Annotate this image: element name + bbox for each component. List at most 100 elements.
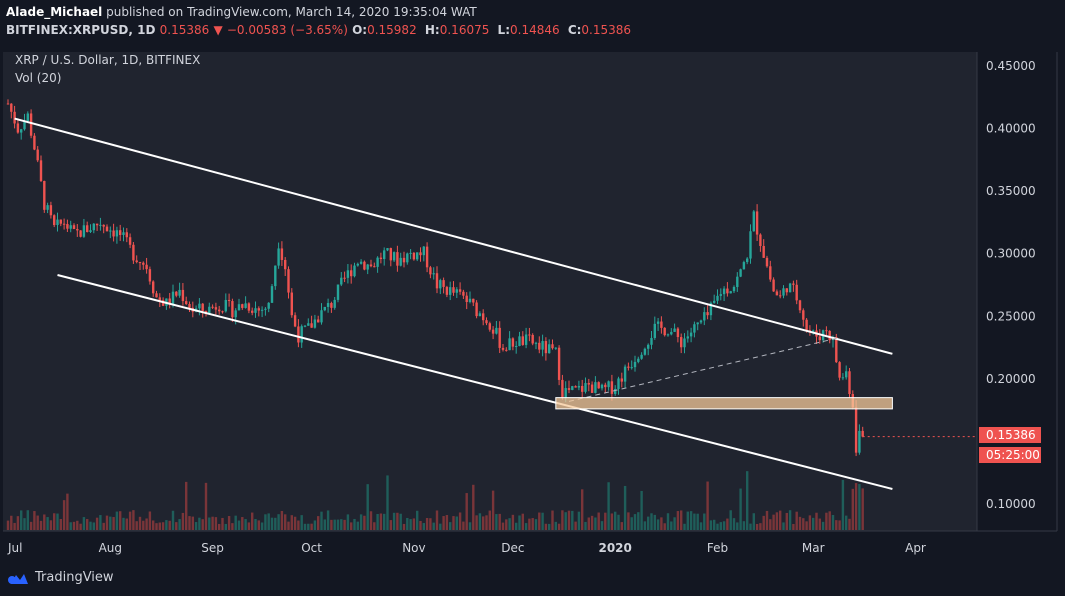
volume-bar — [571, 510, 574, 530]
volume-bar — [409, 519, 412, 530]
volume-bar — [614, 511, 617, 530]
tradingview-logo[interactable]: TradingView — [7, 570, 114, 585]
candle-body — [749, 231, 752, 259]
volume-bar — [650, 513, 653, 530]
candle-body — [848, 371, 851, 395]
candle-body — [779, 295, 782, 297]
volume-legend[interactable]: Vol (20) — [15, 71, 62, 85]
volume-bar — [62, 500, 66, 530]
last-price-value: 0.15386 — [986, 428, 1036, 442]
volume-bar — [33, 511, 36, 530]
volume-bar — [237, 520, 241, 530]
publish-line: Alade_Michael published on TradingView.c… — [6, 5, 477, 19]
volume-bar — [379, 513, 383, 530]
plot-area[interactable] — [3, 52, 977, 531]
volume-bar — [818, 518, 821, 530]
candle-body — [755, 211, 759, 235]
footer — [0, 562, 1065, 596]
volume-bar — [353, 518, 356, 530]
volume-bar — [148, 511, 152, 530]
volume-bar — [521, 513, 524, 530]
volume-bar — [449, 522, 452, 530]
candle-body — [505, 349, 508, 351]
volume-bar — [307, 523, 310, 530]
volume-bar — [676, 511, 680, 530]
volume-bar — [145, 518, 148, 530]
candle-body — [465, 295, 468, 302]
volume-bar — [742, 521, 746, 530]
candle-body — [330, 303, 333, 308]
price-tick-label: 0.10000 — [986, 497, 1036, 511]
symbol[interactable]: BITFINEX:XRPUSD, 1D — [6, 23, 156, 37]
volume-bar — [386, 475, 389, 530]
candle-body — [264, 308, 267, 310]
volume-bar — [330, 519, 333, 530]
volume-bar — [610, 513, 614, 530]
time-axis[interactable]: Jul Aug Sep Oct Nov Dec 2020 Feb Mar Apr — [7, 541, 926, 555]
candle-body — [185, 301, 188, 305]
candle-body — [122, 232, 125, 235]
volume-bar — [389, 520, 392, 530]
volume-bar — [805, 521, 808, 530]
candle-body — [554, 347, 557, 349]
candle-body — [765, 257, 769, 267]
volume-bar — [465, 493, 468, 530]
candle-body — [62, 223, 66, 225]
volume-bar — [181, 512, 185, 530]
volume-bar — [792, 523, 795, 530]
volume-bar — [749, 523, 752, 530]
candle-body — [643, 348, 647, 355]
volume-bar — [247, 522, 251, 530]
volume-bar — [86, 519, 89, 530]
candle-body — [452, 287, 455, 293]
candle-body — [713, 300, 716, 303]
author-name[interactable]: Alade_Michael — [6, 5, 103, 19]
candle-body — [313, 319, 317, 328]
volume-bar — [722, 521, 726, 530]
time-tick-label: Aug — [99, 541, 122, 555]
candle-body — [680, 337, 683, 348]
volume-bar — [425, 517, 429, 530]
volume-bar — [26, 510, 29, 530]
volume-bar — [399, 513, 402, 530]
candle-body — [132, 244, 135, 261]
candle-body — [376, 257, 379, 267]
candle-body — [439, 280, 442, 289]
volume-bar — [564, 512, 567, 530]
volume-bar — [798, 516, 802, 530]
candle-body — [119, 230, 122, 235]
candle-body — [26, 113, 29, 122]
series-legend[interactable]: XRP / U.S. Dollar, 1D, BITFINEX — [15, 53, 201, 67]
drawings — [14, 117, 977, 490]
price-axis[interactable]: 0.45000 0.40000 0.35000 0.30000 0.25000 0.200… — [986, 59, 1036, 511]
volume-bar — [703, 513, 706, 530]
candle-body — [508, 338, 511, 351]
volume-bar — [23, 518, 26, 530]
volume-bar — [89, 521, 92, 530]
volume-bar — [56, 513, 59, 530]
open-value: 0.15982 — [367, 23, 417, 37]
candle-body — [218, 309, 221, 312]
candle-body — [498, 327, 501, 348]
volume-bar — [72, 521, 76, 530]
last-price: 0.15386 — [159, 23, 210, 37]
candle-body — [257, 308, 260, 311]
price-chart[interactable]: 0.45000 0.40000 0.35000 0.30000 0.25000 0.200… — [0, 44, 1065, 562]
candle-body — [782, 288, 785, 296]
volume-bar — [551, 510, 554, 530]
time-tick-label: 2020 — [598, 541, 631, 555]
candle-body — [95, 223, 99, 226]
volume-bar — [851, 488, 854, 530]
candle-body — [247, 303, 251, 311]
candle-body — [660, 321, 663, 328]
candle-body — [742, 262, 746, 270]
candle-body — [689, 332, 693, 337]
candle-body — [399, 257, 402, 266]
volume-bar — [825, 512, 828, 530]
volume-bar — [689, 511, 693, 530]
volume-bar — [191, 516, 194, 530]
price-tick-label: 0.45000 — [986, 59, 1036, 73]
volume-bar — [647, 516, 650, 530]
volume-bar — [138, 516, 142, 530]
volume-bar — [152, 520, 155, 530]
